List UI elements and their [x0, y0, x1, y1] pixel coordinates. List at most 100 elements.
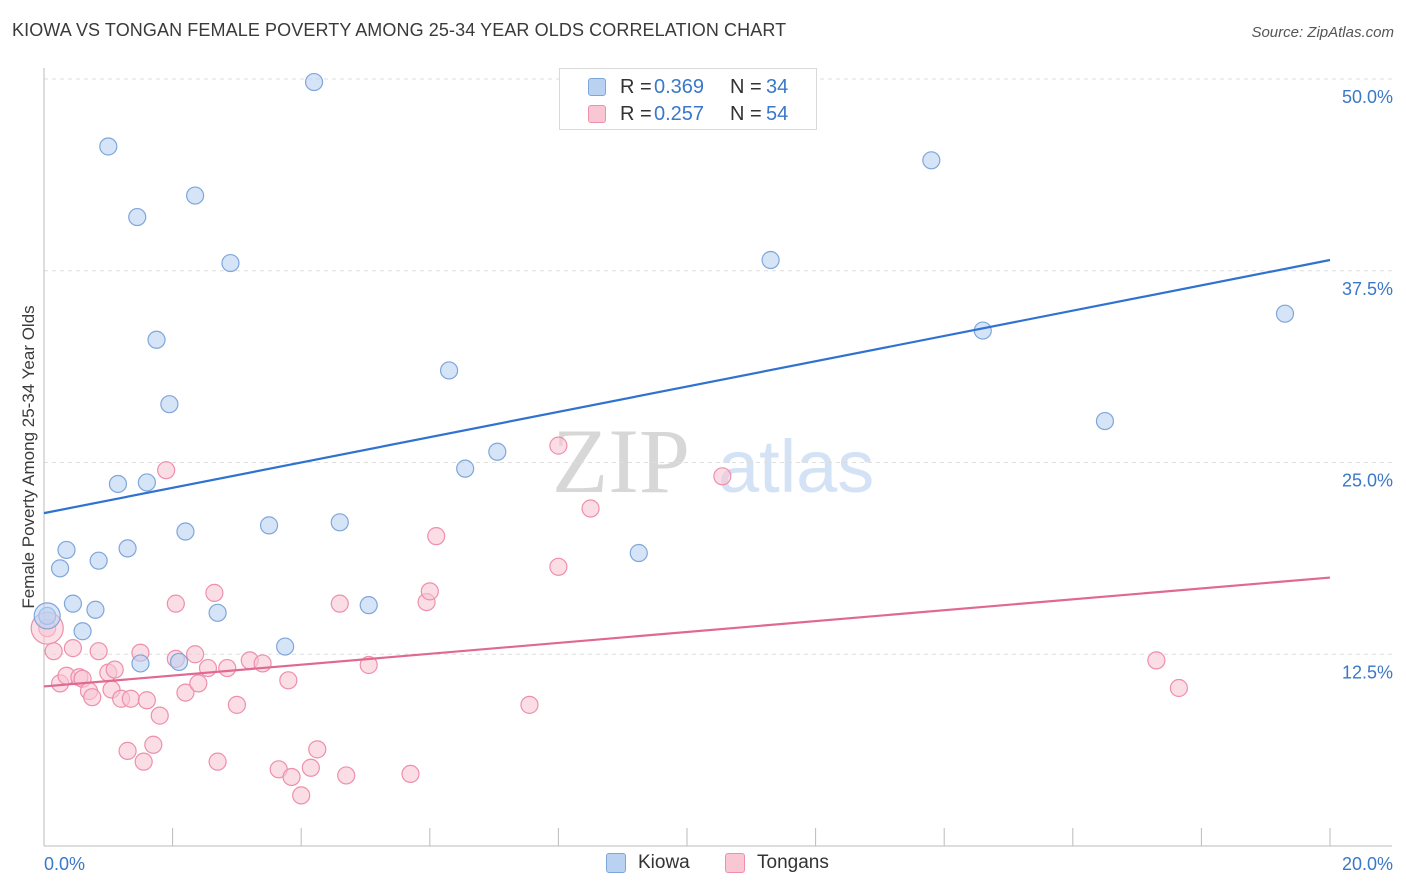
tongans-point: [227, 695, 246, 714]
tongans-point: [581, 499, 600, 518]
tongans-point: [144, 735, 163, 754]
stats-legend-row-tongans: R = 0.257 N = 54: [560, 101, 816, 129]
kiowa-point: [359, 596, 378, 615]
kiowa-point: [186, 186, 205, 205]
kiowa-point: [147, 330, 166, 349]
tongans-point: [63, 639, 83, 658]
tongans-point: [713, 467, 732, 486]
kiowa-points: [33, 72, 1295, 673]
kiowa-point: [57, 540, 76, 560]
kiowa-point: [63, 594, 83, 613]
y-tick-label: 37.5%: [1342, 279, 1393, 299]
tongans-point: [176, 683, 195, 702]
tongans-point: [150, 706, 169, 725]
kiowa-point: [304, 72, 324, 92]
tongans-point: [549, 436, 568, 455]
watermark-zip: ZIP: [552, 410, 690, 512]
kiowa-point: [922, 151, 941, 170]
kiowa-point: [176, 522, 195, 541]
kiowa-point: [456, 459, 475, 478]
watermark-atlas: atlas: [718, 425, 874, 508]
kiowa-point: [1095, 411, 1115, 431]
chart-title: KIOWA VS TONGAN FEMALE POVERTY AMONG 25-…: [12, 20, 787, 40]
kiowa-point: [108, 474, 128, 494]
kiowa-point: [89, 551, 108, 570]
kiowa-point: [330, 513, 349, 532]
tongans-point: [83, 688, 102, 707]
kiowa-swatch: [588, 78, 606, 96]
tongans-point: [1169, 678, 1188, 698]
source-label: Source: ZipAtlas.com: [1251, 24, 1394, 41]
kiowa-point: [169, 652, 189, 672]
kiowa-n-label: N =: [730, 76, 762, 98]
tongans-point: [359, 655, 378, 675]
tongans-point: [205, 583, 224, 602]
tongans-trend-line: [43, 576, 1331, 688]
tongans-point: [118, 741, 137, 760]
kiowa-point: [137, 473, 156, 492]
kiowa-point: [86, 600, 105, 619]
tongans-point: [292, 786, 311, 805]
kiowa-point: [128, 207, 147, 227]
kiowa-point: [118, 539, 137, 558]
tongans-swatch: [588, 105, 606, 123]
kiowa-r-value: 0.369: [654, 76, 705, 98]
tongans-point: [137, 691, 156, 710]
kiowa-point: [73, 622, 92, 641]
kiowa-point: [488, 442, 507, 461]
kiowa-point: [629, 543, 648, 563]
kiowa-point-large: [33, 602, 61, 630]
y-axis-label: Female Poverty Among 25-34 Year Olds: [19, 305, 38, 608]
tongans-point: [1147, 651, 1166, 670]
tongans-point: [401, 764, 420, 784]
stats-legend-row-kiowa: R = 0.369 N = 34: [560, 74, 816, 102]
tongans-point: [218, 658, 237, 678]
tongans-point: [427, 527, 446, 546]
kiowa-point: [761, 250, 780, 270]
legend-tongans-label: Tongans: [757, 852, 829, 873]
y-tick-label: 25.0%: [1342, 471, 1393, 491]
legend-kiowa-swatch: [606, 853, 626, 873]
tongans-point: [105, 660, 124, 679]
y-tick-label: 12.5%: [1342, 662, 1393, 682]
kiowa-point: [131, 654, 150, 673]
kiowa-n-value: 34: [766, 76, 789, 98]
tongans-point: [330, 594, 349, 613]
kiowa-point: [50, 559, 70, 578]
tongans-point: [301, 758, 320, 777]
x-tick-label-max: 20.0%: [1342, 854, 1393, 874]
tongans-point: [549, 557, 568, 576]
tongans-r-value: 0.257: [654, 103, 705, 125]
grid: [44, 78, 1392, 655]
kiowa-trend-line: [43, 258, 1331, 515]
tongans-point: [308, 740, 327, 759]
watermark: ZIP atlas: [552, 410, 874, 512]
y-tick-label: 50.0%: [1342, 87, 1393, 107]
kiowa-point: [276, 637, 295, 656]
y-tick-labels: 12.5% 25.0% 37.5% 50.0%: [1342, 87, 1393, 682]
tongans-n-value: 54: [766, 103, 789, 125]
tongans-point: [282, 767, 301, 787]
tongans-point: [337, 766, 356, 785]
tongans-point: [208, 752, 227, 771]
tongans-point: [186, 645, 205, 664]
tongans-point: [166, 594, 185, 613]
tongans-n-label: N =: [730, 103, 762, 125]
kiowa-point: [259, 516, 279, 535]
kiowa-point: [99, 137, 118, 156]
axes: [43, 68, 1392, 847]
x-tick-label-min: 0.0%: [44, 854, 85, 874]
tongans-point: [89, 642, 108, 661]
legend-kiowa-label: Kiowa: [638, 852, 690, 873]
tongans-point: [420, 582, 439, 601]
kiowa-r-label: R =: [620, 76, 652, 98]
legend-tongans-swatch: [725, 853, 745, 873]
trend-lines: [43, 258, 1331, 688]
kiowa-point: [221, 253, 240, 273]
tongans-point: [157, 461, 176, 480]
tongans-point: [279, 671, 298, 690]
kiowa-point: [439, 361, 459, 380]
x-ticks: [172, 828, 1331, 846]
tongans-point: [121, 689, 140, 708]
